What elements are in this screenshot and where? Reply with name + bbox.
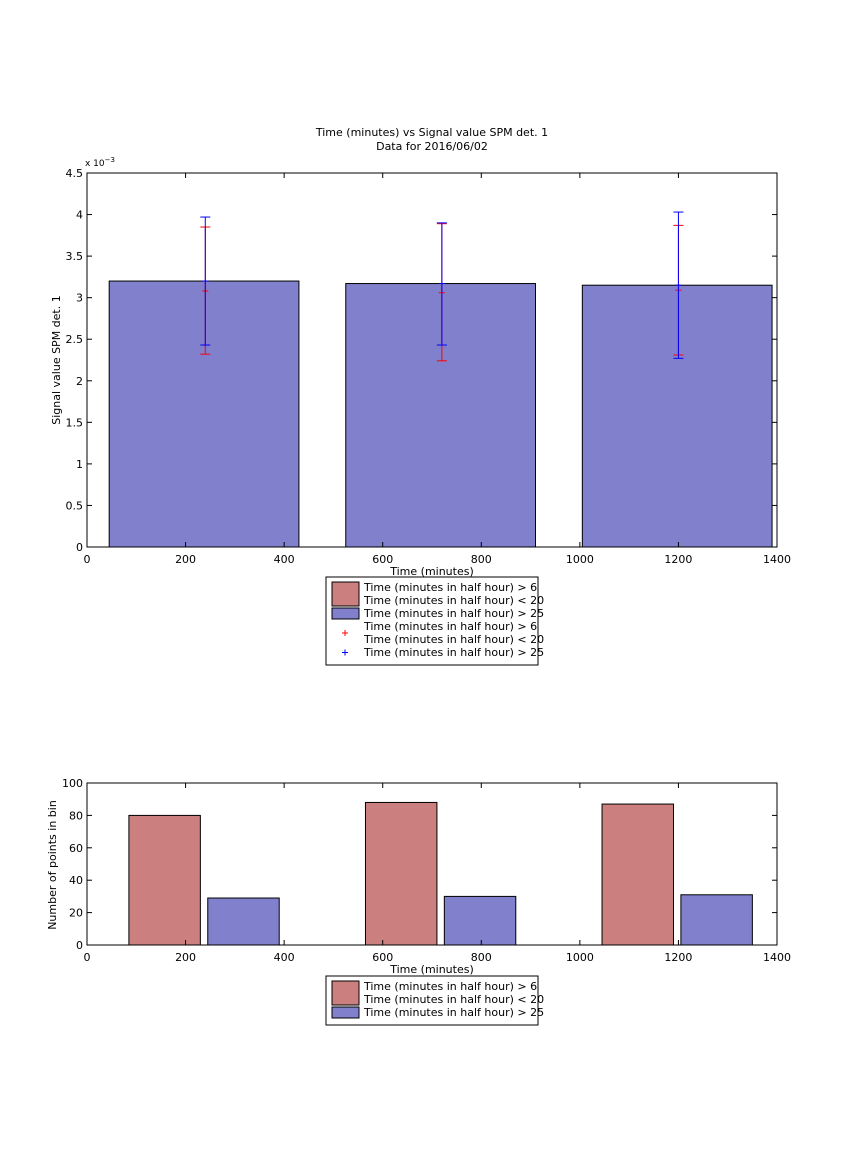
y-axis-ticks: 0 20 40 60 80 100: [62, 777, 777, 952]
legend-label: Time (minutes in half hour) > 6: [363, 980, 537, 993]
legend-label: Time (minutes in half hour) < 20: [363, 993, 544, 1006]
legend-swatch: [331, 1006, 360, 1019]
legend-label: Time (minutes in half hour) > 6: [363, 581, 537, 594]
legend-label: Time (minutes in half hour) > 25: [363, 1006, 544, 1019]
signal-bars: [108, 280, 773, 548]
x-tick-label: 800: [471, 951, 492, 964]
count-chart: 0 200 400 600 800 1000 1200 1400 0 20 40 60 80 100 T…: [46, 777, 791, 1026]
chart-title: Time (minutes) vs Signal value SPM det. …: [315, 126, 548, 139]
x-tick-label: 200: [175, 951, 196, 964]
y-tick-label: 100: [62, 777, 83, 790]
bar: [601, 803, 674, 946]
legend-label: Time (minutes in half hour) < 20: [363, 594, 544, 607]
x-tick-label: 1400: [763, 553, 791, 566]
y-tick-label: 3: [76, 292, 83, 305]
legend-swatch: [331, 607, 360, 620]
errorbar: [200, 216, 211, 346]
x-axis-ticks: 0 200 400 600 800 1000 1200 1400: [84, 173, 791, 566]
x-tick-label: 1000: [566, 553, 594, 566]
signal-errorbars: [200, 211, 684, 362]
legend-box: [325, 576, 539, 666]
x-axis-label: Time (minutes): [389, 963, 474, 976]
count-bars: [128, 801, 753, 946]
x-tick-label: 600: [372, 951, 393, 964]
bar: [345, 283, 536, 548]
x-tick-label: 1000: [566, 951, 594, 964]
legend-label: Time (minutes in half hour) < 20: [363, 633, 544, 646]
x-tick-label: 400: [274, 951, 295, 964]
bar: [108, 280, 300, 548]
y-axis-label: Signal value SPM det. 1: [50, 295, 63, 425]
x-tick-label: 0: [84, 553, 91, 566]
errorbar: [436, 222, 447, 346]
y-tick-label: 2.5: [66, 333, 84, 346]
legend-box: [325, 975, 539, 1026]
y-axis-ticks: 0 0.5 1 1.5 2 2.5 3 3.5 4 4.5: [66, 167, 777, 554]
bar: [207, 897, 280, 946]
x-tick-label: 800: [471, 553, 492, 566]
y-tick-label: 2: [76, 375, 83, 388]
x-tick-label: 1400: [763, 951, 791, 964]
y-tick-label: 0.5: [66, 499, 84, 512]
bar: [364, 801, 438, 946]
x-tick-label: 0: [84, 951, 91, 964]
y-tick-label: 4: [76, 209, 83, 222]
y-tick-label: 1.5: [66, 416, 84, 429]
y-tick-label: 1: [76, 458, 83, 471]
y-tick-label: 80: [69, 809, 83, 822]
x-tick-label: 1200: [664, 553, 692, 566]
legend-swatch: [331, 980, 360, 1006]
x-tick-label: 1200: [664, 951, 692, 964]
y-axis-label: Number of points in bin: [46, 800, 59, 930]
signal-chart: Time (minutes) vs Signal value SPM det. …: [50, 126, 791, 666]
legend-swatch: [331, 581, 360, 607]
y-exponent-label: x 10−3: [85, 156, 115, 169]
x-tick-label: 600: [372, 553, 393, 566]
legend-label: Time (minutes in half hour) > 25: [363, 646, 544, 659]
plot-frame: [86, 782, 778, 946]
y-tick-label: 0: [76, 939, 83, 952]
plot-frame: [86, 172, 778, 548]
x-tick-label: 400: [274, 553, 295, 566]
bar: [581, 284, 773, 548]
bar: [128, 814, 201, 946]
legend-label: Time (minutes in half hour) > 25: [363, 607, 544, 620]
y-tick-label: 60: [69, 842, 83, 855]
bar: [443, 895, 517, 946]
x-axis-label: Time (minutes): [389, 565, 474, 578]
y-tick-label: 4.5: [66, 167, 84, 180]
legend-label: Time (minutes in half hour) > 6: [363, 620, 537, 633]
y-tick-label: 3.5: [66, 250, 84, 263]
y-exponent-base: x 10: [85, 159, 105, 169]
bar: [680, 894, 753, 946]
x-axis-ticks: 0 200 400 600 800 1000 1200 1400: [84, 783, 791, 964]
x-tick-label: 200: [175, 553, 196, 566]
errorbar: [673, 211, 684, 359]
y-tick-label: 20: [69, 907, 83, 920]
chart-subtitle: Data for 2016/06/02: [376, 140, 488, 153]
y-tick-label: 0: [76, 541, 83, 554]
y-exponent-power: −3: [105, 156, 115, 164]
y-tick-label: 40: [69, 874, 83, 887]
